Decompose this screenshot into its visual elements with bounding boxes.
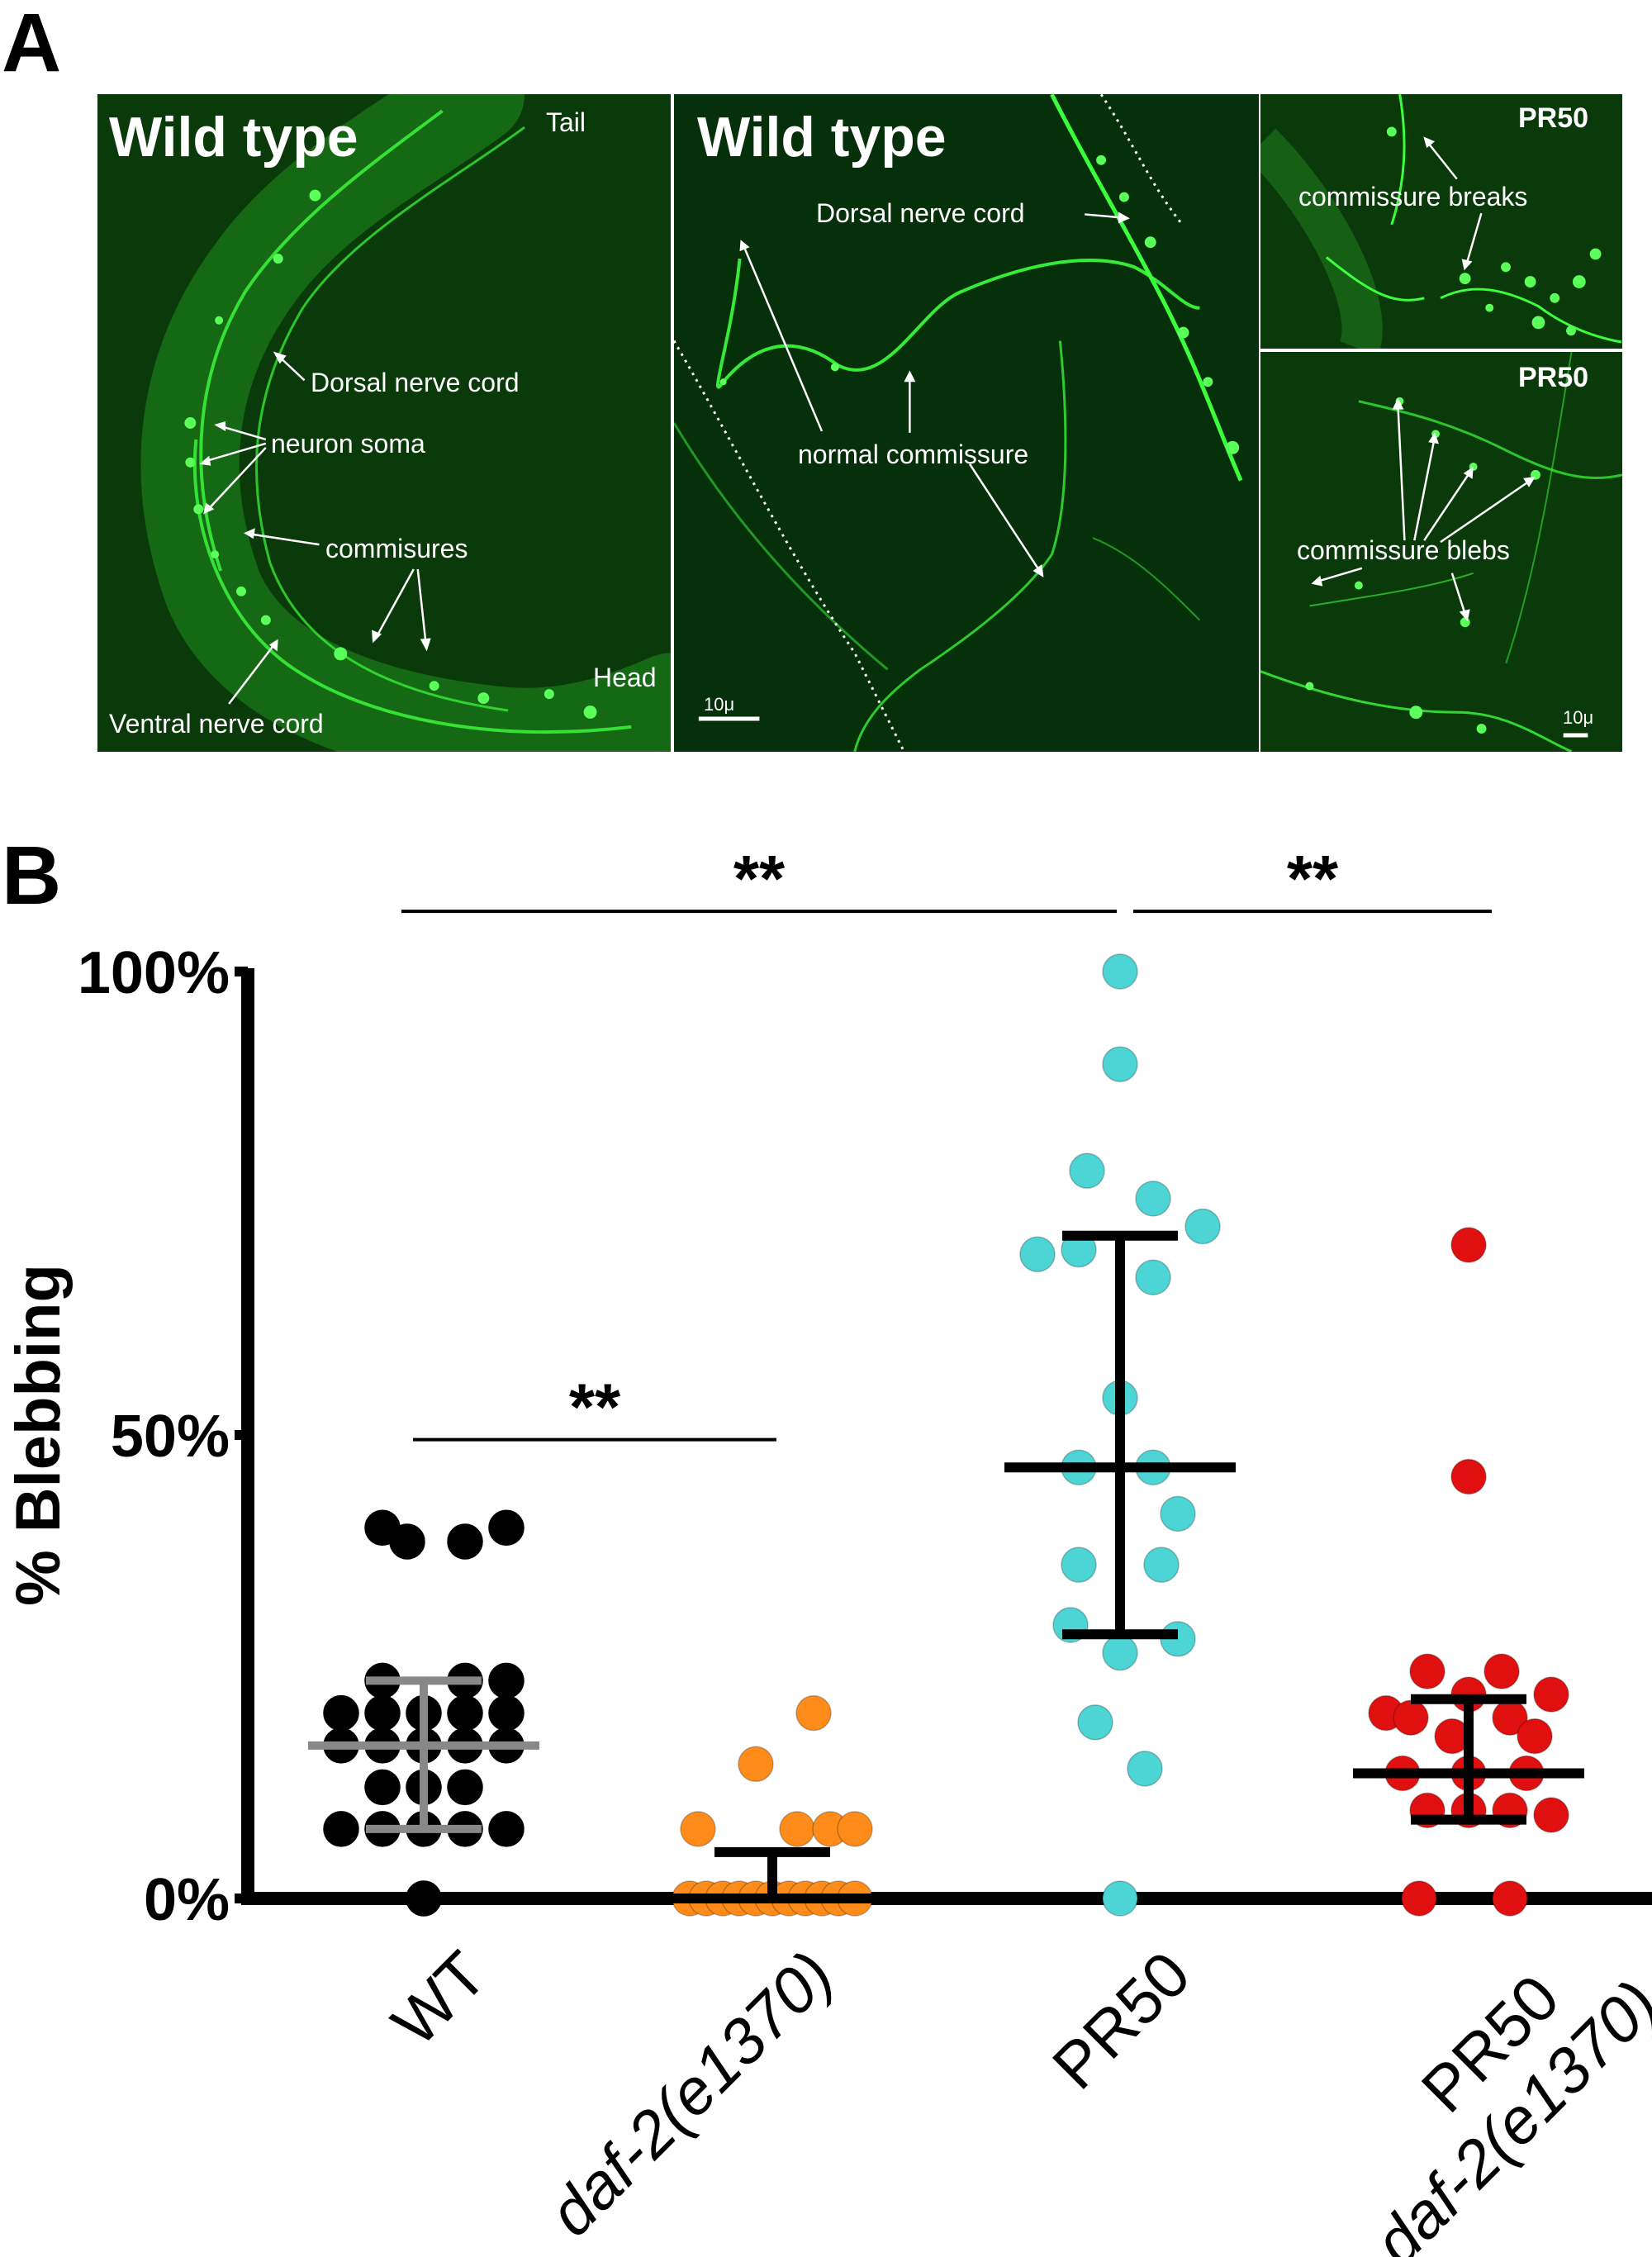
category-label: daf-2(e1370) [534,1937,847,2250]
data-point [738,1746,774,1783]
y-tick-label: 100% [78,940,230,1006]
data-point [779,1811,815,1847]
data-point [1450,1458,1487,1495]
data-point [1483,1653,1520,1689]
normal-commissure-label: normal commissure [798,440,1029,469]
commissure-blebs-label: commissure blebs [1297,535,1510,565]
data-point [680,1811,716,1847]
dorsal-nerve-cord-label: Dorsal nerve cord [311,368,520,397]
pr50-commissure-breaks-image: PR50 commissure breaks [1259,93,1624,350]
data-point [406,1880,442,1917]
head-label: Head [593,663,657,692]
data-point [1102,953,1138,990]
commissure-fluorescence-drawing [674,94,1243,752]
y-axis-label: % Blebbing [3,1264,74,1606]
data-point [488,1811,525,1847]
middle-scale-label: 10μ [704,694,735,715]
panel-a-letter: A [2,0,62,89]
data-point [837,1811,873,1847]
data-point [1393,1699,1429,1736]
blebs-arrows [1311,397,1588,738]
data-point [1102,1634,1138,1671]
data-point [1409,1653,1446,1689]
breaks-pr50-tag: PR50 [1518,102,1589,134]
data-point [1401,1880,1437,1917]
data-point [323,1811,359,1847]
worm-fluorescence-drawing [140,94,671,752]
data-point [1143,1547,1180,1583]
data-point [447,1694,483,1732]
data-point [1160,1495,1196,1532]
middle-image-title: Wild type [697,106,947,169]
data-point [795,1694,832,1732]
tail-label: Tail [546,107,586,137]
middle-dorsal-nerve-cord-label: Dorsal nerve cord [816,198,1025,228]
data-point [1184,1208,1221,1245]
data-point [1533,1797,1569,1833]
commisures-label: commisures [325,534,468,563]
category-label: PR50 [1038,1937,1203,2103]
data-point [1102,1046,1138,1082]
panel-b-letter: B [2,829,62,922]
middle-image-arrows [698,211,1130,721]
data-point [1019,1236,1056,1272]
wild-type-commissure-image: Wild type Dorsal nerve cord normal commi… [672,93,1260,753]
ventral-nerve-cord-label: Ventral nerve cord [109,709,324,739]
wild-type-whole-worm-image: Wild type Tail Head Dorsal nerve cord ne… [96,93,672,753]
breaks-arrows [1423,136,1483,271]
data-point [1517,1718,1553,1755]
blebs-scale-label: 10μ [1563,707,1594,728]
data-point [447,1769,483,1806]
data-point [389,1523,425,1560]
data-point [488,1509,525,1546]
data-point [1127,1751,1163,1787]
data-point [488,1694,525,1732]
blebs-pr50-tag: PR50 [1518,362,1589,393]
data-point [1135,1259,1171,1296]
category-label: WT [377,1937,500,2060]
data-point [447,1523,483,1560]
data-point [488,1662,525,1699]
data-point [1135,1181,1171,1217]
breaks-fluorescence-drawing [1260,94,1622,349]
data-point [364,1769,401,1806]
data-point [1102,1880,1138,1917]
data-point [1061,1547,1097,1583]
left-image-title: Wild type [109,106,358,169]
significance-label: ** [733,842,786,915]
y-tick-label: 50% [111,1404,230,1470]
data-point [1077,1704,1113,1741]
blebbing-scatter-chart: 0% 50% 100% % Blebbing ** ** ** WT daf-2(e1370) P… [3,842,1652,2257]
commissure-breaks-label: commissure breaks [1298,182,1528,211]
neuron-soma-label: neuron soma [271,429,425,459]
data-point [1450,1227,1487,1263]
data-point [1533,1676,1569,1713]
data-point [323,1694,359,1732]
data-point [1069,1152,1105,1189]
y-tick-label: 0% [144,1867,230,1933]
significance-label: ** [1287,842,1339,915]
data-point [364,1694,401,1732]
data-point [1492,1880,1528,1917]
pr50-commissure-blebs-image: PR50 commissure blebs 10μ [1259,350,1624,753]
significance-label: ** [569,1371,621,1444]
left-image-arrows [199,351,431,705]
